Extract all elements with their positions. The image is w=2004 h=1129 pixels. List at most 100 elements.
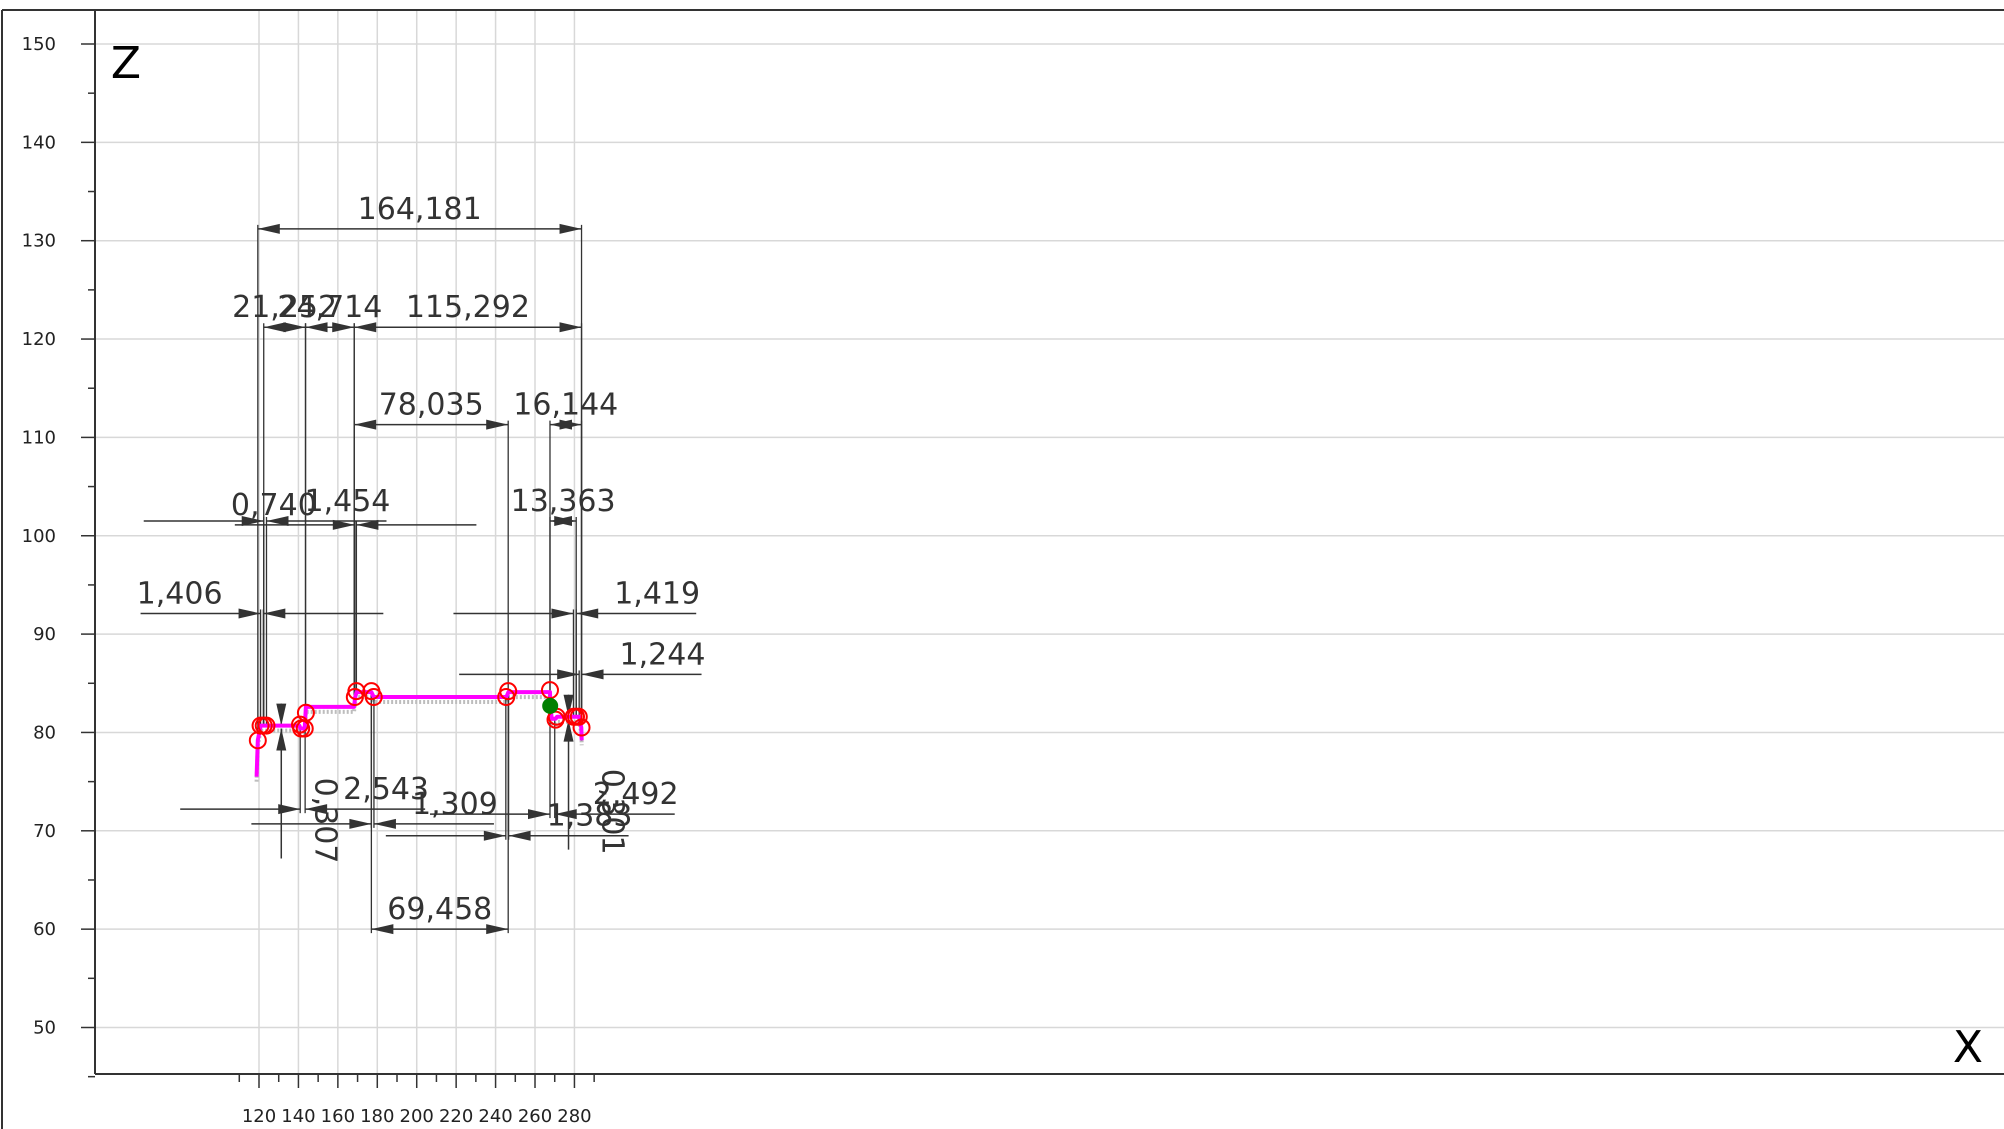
dimension-label: 1,454: [304, 484, 390, 519]
dimension-arrowhead: [559, 223, 582, 234]
x-tick-label: 240: [478, 1106, 512, 1127]
dimension-label: 0,740: [231, 488, 317, 523]
dimension-1-454: 1,454: [143, 484, 390, 526]
dimension-label: 2,492: [593, 777, 679, 812]
dimension-2-492: 2,492: [429, 777, 679, 820]
x-tick-label: 180: [360, 1106, 394, 1127]
x-tick-label: 280: [557, 1106, 591, 1127]
x-tick-label: 120: [242, 1106, 276, 1127]
dimension-label: 2,543: [343, 772, 429, 807]
x-tick-labels: 120 140 160 180 200 220 240 260 280: [242, 1106, 592, 1127]
dimension-2-543: 2,543: [180, 772, 429, 815]
measurement-point: [572, 718, 591, 737]
z-tick-label: 60: [33, 919, 56, 940]
dimension-arrowhead: [238, 608, 261, 619]
dimension-arrowhead: [371, 924, 394, 935]
dimension-label: 164,181: [358, 192, 482, 227]
z-tick-label: 80: [33, 722, 56, 743]
dimension-arrowhead: [559, 419, 582, 430]
dimension-arrowhead: [266, 515, 289, 526]
x-tick-label: 200: [400, 1106, 434, 1127]
measurement-points: [248, 681, 591, 750]
dimension-label: 21,252: [232, 290, 337, 325]
dimension-21-252: 21,252: [232, 290, 337, 333]
dimension-label: 0,307: [307, 778, 342, 864]
dimension-arrowhead: [354, 419, 377, 430]
dimension-arrowhead: [486, 924, 509, 935]
x-tick-label: 140: [281, 1106, 315, 1127]
dimension-arrowhead: [332, 519, 355, 530]
dimension-label: 24,714: [277, 290, 382, 325]
dimension-arrowhead: [581, 669, 604, 680]
extension-lines: [257, 224, 583, 934]
dimension-arrowhead: [508, 830, 531, 841]
z-tick-label: 130: [22, 231, 56, 252]
dimension-arrowhead: [263, 608, 286, 619]
dimension-78-035: 78,035: [354, 388, 509, 430]
dimension-label: 0,301: [595, 769, 630, 855]
dimension-arrowhead: [305, 804, 328, 815]
measurement-point: [499, 682, 518, 701]
dimension-arrowhead: [527, 809, 550, 820]
vertical-dimension-0-301: 0,301: [563, 694, 630, 855]
dimension-arrowhead: [554, 809, 577, 820]
dimension-115-292: 115,292: [354, 290, 582, 333]
dimension-label: 1,383: [547, 799, 633, 834]
x-tick-label: 220: [439, 1106, 473, 1127]
z-tick-label: 110: [22, 427, 56, 448]
dimension-label: 69,458: [387, 892, 492, 927]
measurement-point: [569, 707, 588, 726]
measurement-point: [347, 682, 366, 701]
x-tick-label: 260: [518, 1106, 552, 1127]
dimension-164-181: 164,181: [257, 192, 582, 234]
dimension-arrowhead: [373, 818, 396, 829]
dimension-label: 78,035: [379, 388, 484, 423]
dimension-arrowhead: [349, 818, 372, 829]
selected-point: [542, 697, 559, 714]
dimension-1-419: 1,419: [453, 576, 700, 619]
vertical-dimension-0-307: 0,307: [276, 703, 342, 864]
x-tick-label: 160: [321, 1106, 355, 1127]
dimension-label: 1,406: [137, 576, 223, 611]
dimension-24-714: 24,714: [277, 290, 382, 333]
dimension-arrowhead: [257, 223, 280, 234]
dimension-arrowhead: [563, 719, 574, 742]
dimension-69-458: 69,458: [371, 892, 509, 935]
dimension-arrowhead: [551, 608, 574, 619]
dimension-arrowhead: [557, 669, 580, 680]
measurement-point: [296, 703, 315, 722]
z-tick-label: 70: [33, 821, 56, 842]
dimension-arrowhead: [559, 322, 582, 333]
dimension-0-740: 0,740: [231, 488, 477, 530]
dimension-arrowhead: [356, 519, 379, 530]
dimension-arrowhead: [241, 515, 264, 526]
dimension-13-363: 13,363: [511, 484, 616, 526]
axes: [1, 9, 2004, 1129]
dimension-label: 1,244: [620, 637, 706, 672]
dimension-16-144: 16,144: [513, 388, 618, 430]
z-tick-label: 90: [33, 624, 56, 645]
dimension-label: 13,363: [511, 484, 616, 519]
dimension-label: 1,309: [412, 787, 498, 822]
dimension-arrowhead: [278, 804, 301, 815]
z-tick-label: 140: [22, 132, 56, 153]
dimension-arrowhead: [576, 608, 599, 619]
dimension-arrowhead: [554, 515, 577, 526]
x-axis-label: X: [1953, 1022, 1983, 1073]
y-axis-label: Z: [111, 38, 141, 89]
dimension-1-244: 1,244: [459, 637, 706, 680]
dimension-arrowhead: [283, 322, 306, 333]
dimension-arrowhead: [305, 322, 328, 333]
measurement-point: [364, 688, 383, 707]
dimension-1-383: 1,383: [385, 799, 633, 841]
z-tick-label: 120: [22, 329, 56, 350]
dimension-arrowhead: [486, 419, 509, 430]
dimension-1-406: 1,406: [137, 576, 384, 619]
dimension-arrowhead: [483, 830, 506, 841]
dimension-arrowhead: [332, 322, 355, 333]
dimension-arrowhead: [563, 694, 574, 717]
dimension-1-309: 1,309: [251, 787, 498, 829]
dimension-arrowhead: [276, 703, 287, 726]
